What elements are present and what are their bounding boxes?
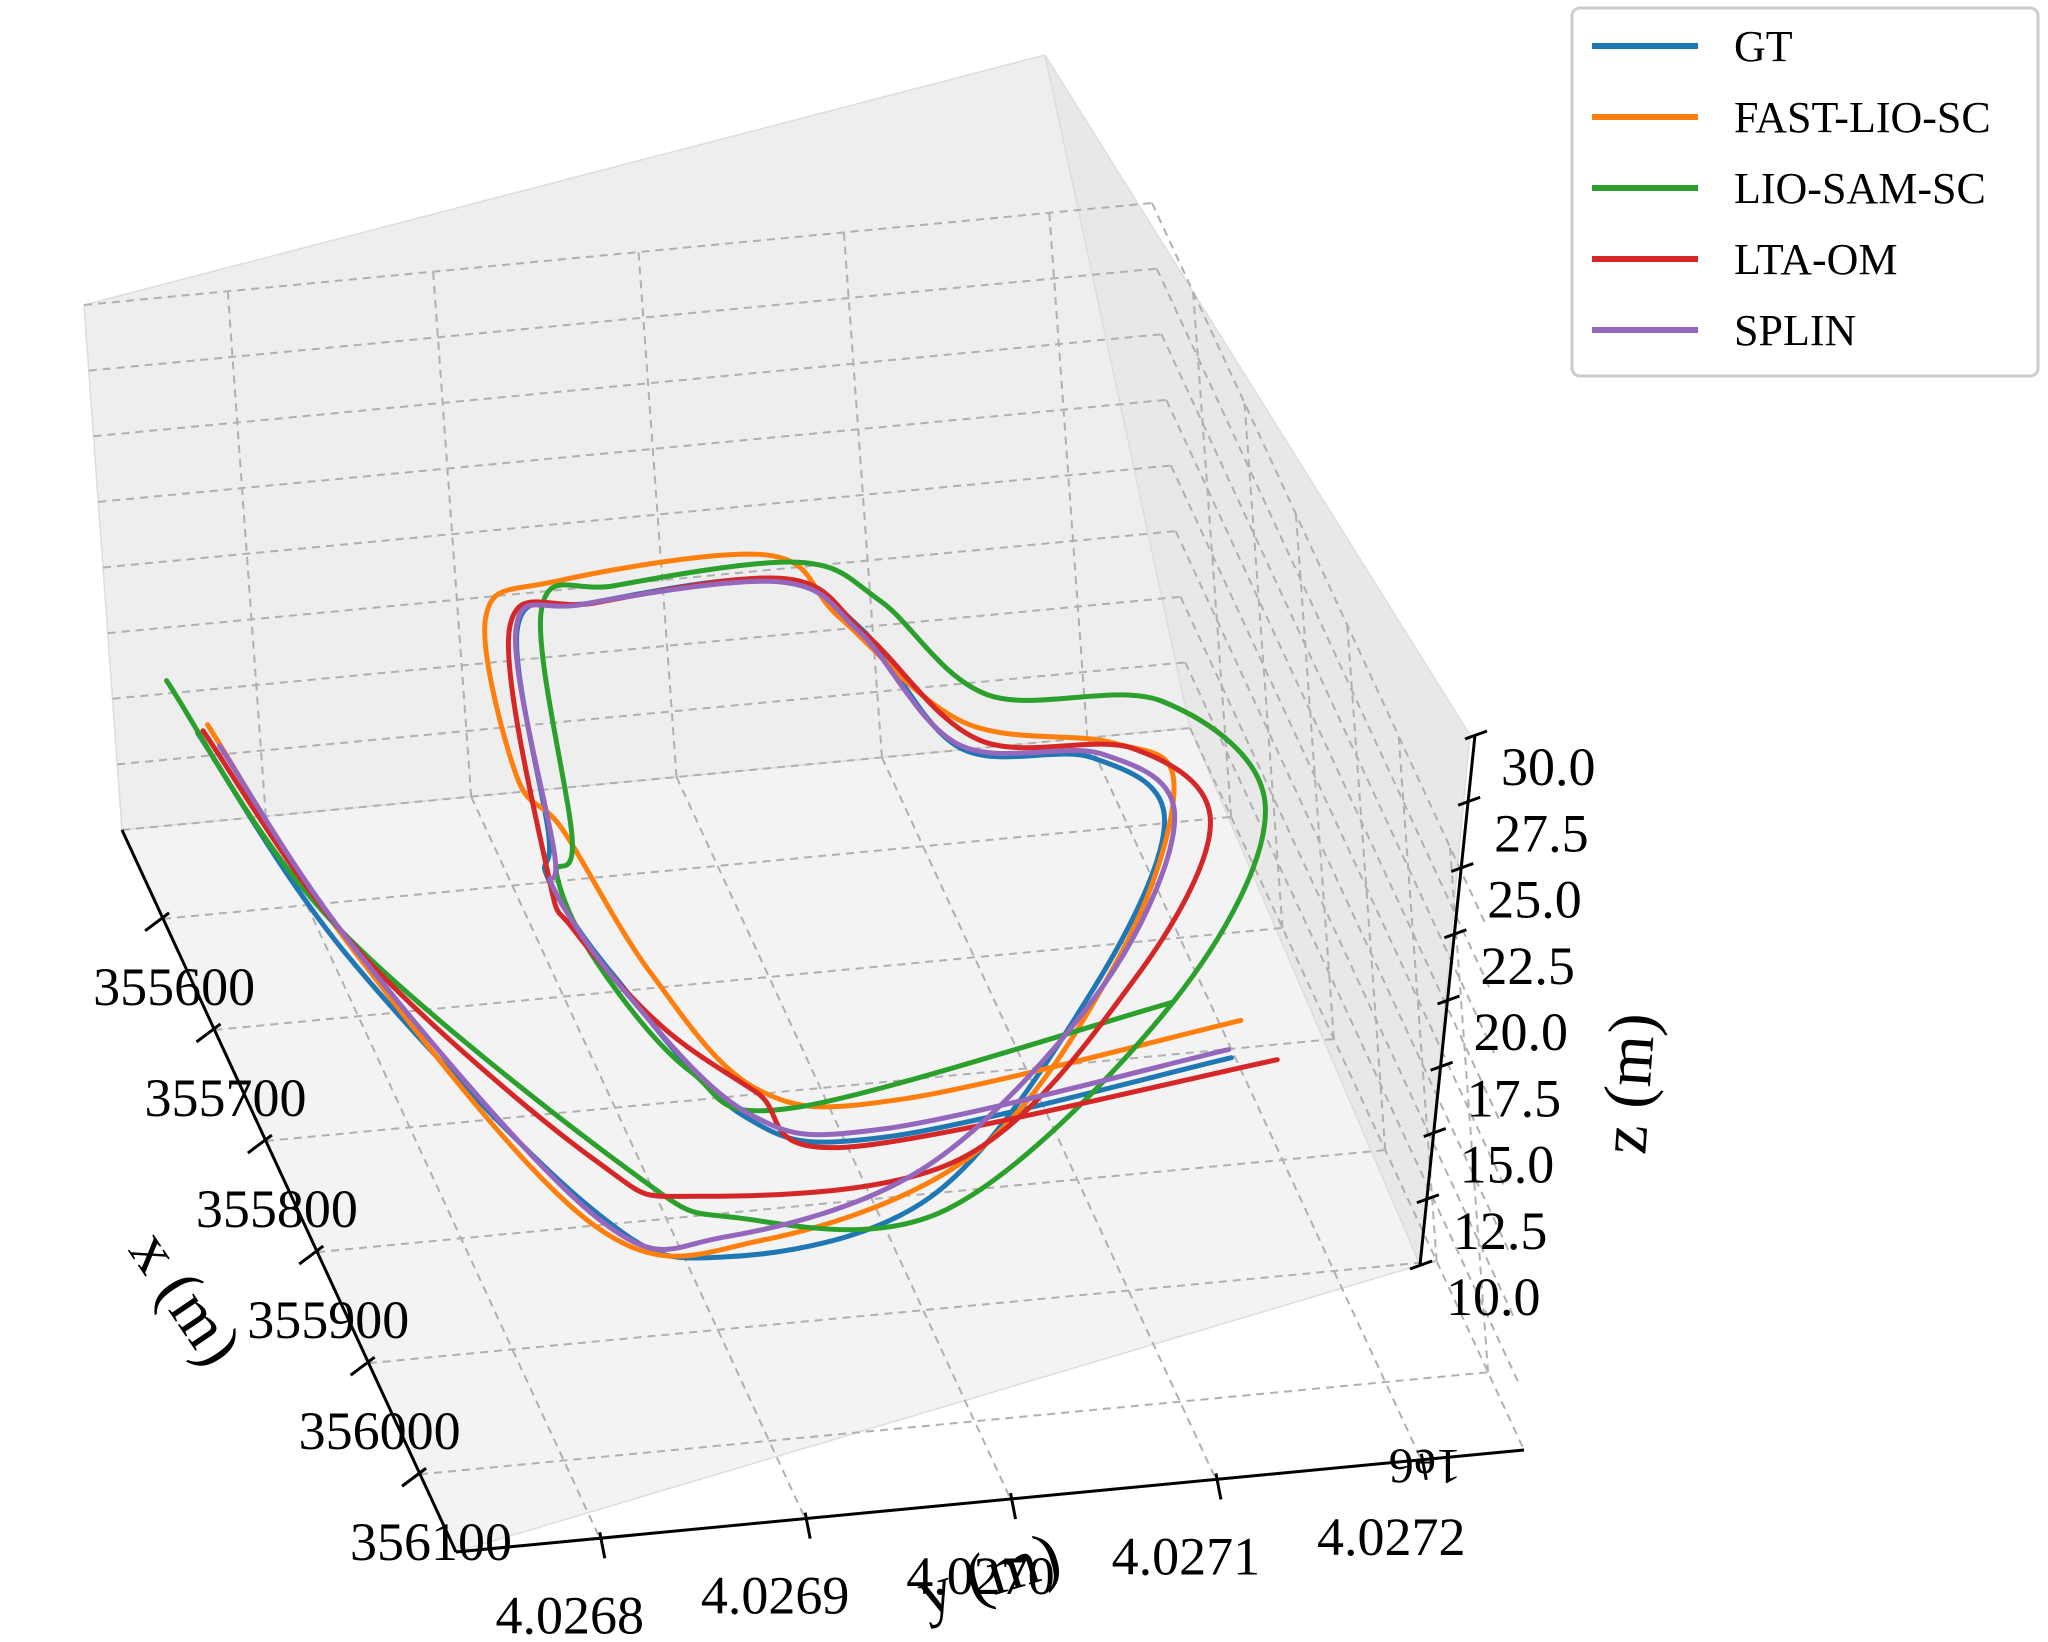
side-grid-x-0 [1192,291,1233,817]
z-tick-6 [1450,862,1474,873]
z-tick-label-5: 22.5 [1480,936,1575,996]
back-grid-z-4 [102,464,1172,569]
y-tick-label-1: 4.0269 [701,1566,850,1626]
z-tick-label-4: 20.0 [1474,1002,1569,1062]
x-tick-label-5: 356100 [350,1512,512,1572]
x-tick-1 [195,1022,222,1044]
chart-axes [120,729,1525,1559]
floor-grid-x-5 [419,1371,1489,1476]
z-tick-label-7: 27.5 [1494,803,1589,863]
tick-labels: 355600 355700 355800 355900 356000 356100 4.02… [93,737,1595,1642]
side-grid-z-3 [1174,530,1511,1254]
z-tick-label-8: 30.0 [1501,737,1596,797]
side-grid-z-1 [1184,661,1521,1385]
x-tick-4 [349,1355,376,1377]
back-grid-z-8 [83,202,1153,306]
z-tick-5 [1443,928,1467,940]
floor-grid-y-2 [675,776,1012,1500]
x-tick-label-1: 355700 [144,1068,306,1128]
side-grid-x-3 [1346,625,1387,1151]
y-axis-offset-label: 1e6 [1389,1439,1461,1495]
legend: GT FAST-LIO-SC LIO-SAM-SC LTA-OM SPLIN [1570,6,2040,378]
side-grid-z-8 [1151,202,1487,926]
back-grid-y-3 [842,232,883,758]
side-grid-z-4 [1170,465,1506,1188]
series-line-fast-lio-sc [205,551,1244,1259]
floor-grid-x-2 [265,1038,1334,1143]
back-grid-z-0 [121,727,1191,831]
series-line-lta-om [200,575,1280,1199]
z-tick-label-3: 17.5 [1467,1068,1562,1128]
x-tick-0 [144,911,171,933]
legend-label-gt: GT [1734,22,1793,71]
y-tick-0 [598,1531,607,1559]
back-grid-y-0 [226,291,267,817]
series-line-lio-sam-sc [164,559,1268,1233]
z-tick-1 [1416,1193,1440,1205]
z-tick-label-2: 15.0 [1460,1135,1555,1195]
side-grid-x-2 [1294,513,1335,1040]
y-axis-label: y (m) [909,1518,1069,1630]
back-grid-y-4 [1048,212,1089,738]
series-line-splin [217,578,1232,1252]
back-grid-z-6 [93,333,1162,438]
x-tick-5 [401,1467,427,1488]
back-grid-z-5 [98,398,1167,503]
x-tick-label-4: 356000 [299,1401,461,1461]
legend-label-lta-om: LTA-OM [1734,235,1898,284]
legend-label-splin: SPLIN [1734,306,1856,355]
side-grid-z-6 [1160,333,1497,1057]
legend-label-fast-lio-sc: FAST-LIO-SC [1734,93,1991,142]
legend-frame [1570,6,2040,378]
y-tick-3 [1214,1473,1223,1500]
chart-panes [83,54,1471,1553]
side-grid-z-2 [1179,596,1516,1320]
z-tick-3 [1430,1060,1454,1072]
back-grid-y-1 [432,271,473,797]
y-tick-label-0: 4.0268 [496,1585,645,1642]
y-tick-2 [1009,1492,1018,1520]
legend-label-lio-sam-sc: LIO-SAM-SC [1734,164,1986,213]
floor-grid-x-1 [214,926,1283,1031]
side-grid-x-1 [1243,402,1284,929]
z-tick-8 [1464,729,1488,741]
chart-series [164,551,1280,1261]
z-tick-label-0: 10.0 [1446,1267,1541,1327]
x-tick-3 [298,1244,325,1266]
back-grid-z-2 [112,595,1181,700]
floor-grid-x-4 [368,1260,1437,1365]
z-tick-2 [1423,1127,1447,1138]
z-tick-4 [1436,994,1461,1006]
z-tick-label-6: 25.0 [1487,870,1582,930]
x-tick-2 [246,1133,273,1155]
floor-grid-y-0 [264,815,601,1539]
side-grid-z-0 [1189,727,1525,1451]
back-grid-z-7 [88,267,1157,372]
z-tick-0 [1409,1259,1433,1271]
back-grid-y-2 [637,251,678,778]
z-tick-7 [1457,795,1481,807]
y-tick-4 [1419,1453,1428,1481]
x-tick-label-3: 355900 [247,1290,409,1350]
floor-grid-x-0 [163,815,1232,920]
side-grid-z-7 [1155,268,1492,992]
z-axis-label: z (m) [1587,1011,1670,1157]
back-grid-z-1 [117,661,1186,766]
floor-grid-y-4 [1086,737,1423,1461]
y-tick-label-2: 4.0270 [906,1546,1055,1606]
z-tick-label-1: 12.5 [1453,1201,1548,1261]
y-axis-line [455,1448,1525,1554]
y-tick-label-4: 4.0272 [1317,1507,1466,1567]
x-axis-line [120,829,458,1553]
x-axis-label: x (m) [115,1218,256,1379]
x-tick-label-2: 355800 [196,1179,358,1239]
floor-grid-y-1 [470,796,807,1520]
x-tick-label-0: 355600 [93,957,255,1017]
floor-grid-y-3 [881,757,1217,1480]
y-tick-1 [803,1512,812,1539]
y-tick-label-3: 4.0271 [1112,1526,1261,1586]
